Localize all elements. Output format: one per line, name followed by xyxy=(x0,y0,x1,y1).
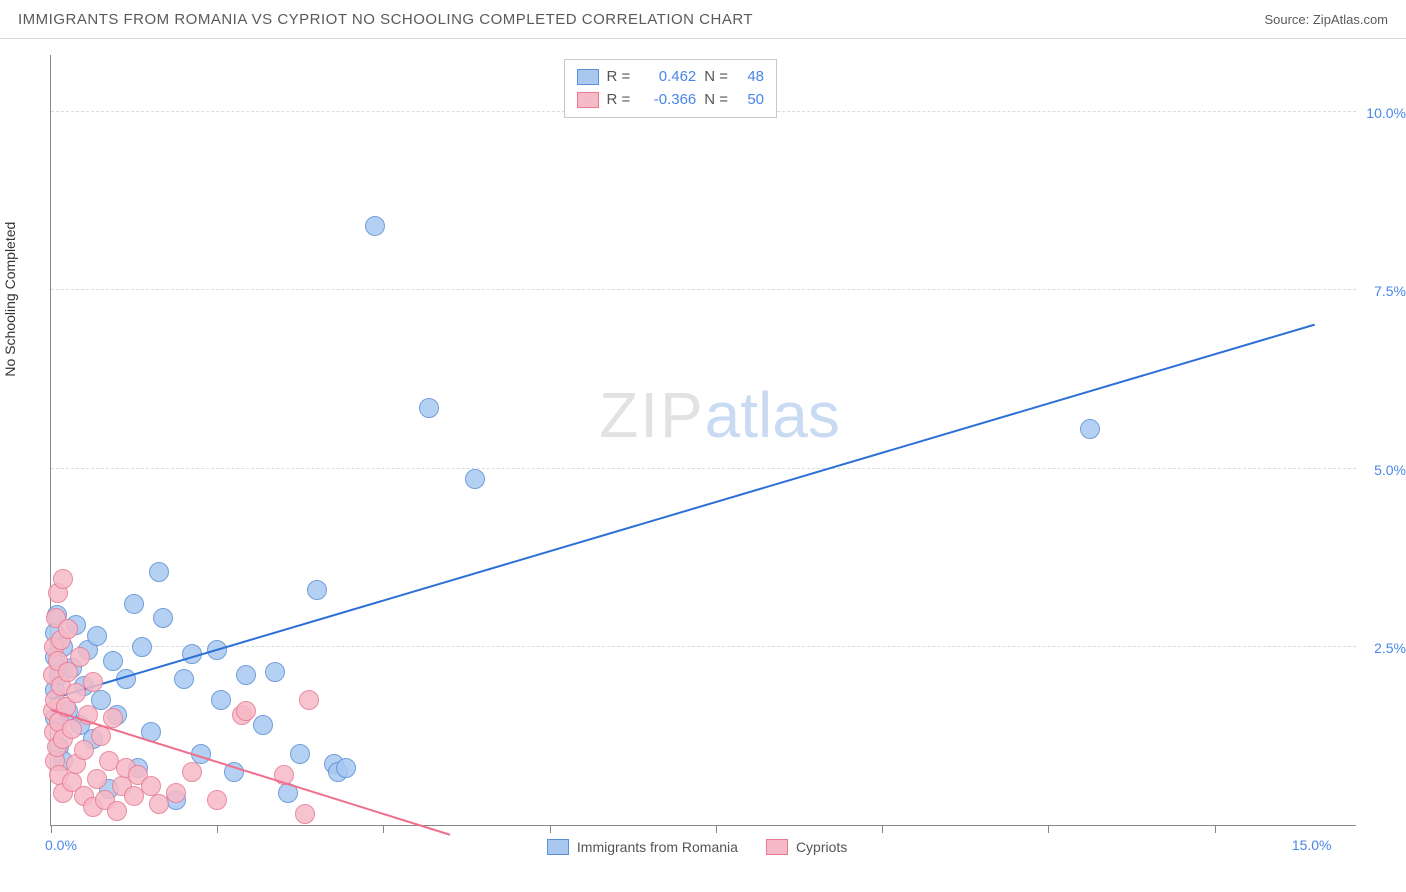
legend-item-romania: Immigrants from Romania xyxy=(547,839,738,855)
source-label: Source: ZipAtlas.com xyxy=(1264,12,1388,27)
data-point-romania xyxy=(174,669,194,689)
y-axis-label: No Schooling Completed xyxy=(2,222,18,377)
n-label: N = xyxy=(704,66,728,89)
x-tick xyxy=(882,825,883,833)
data-point-cypriots xyxy=(207,790,227,810)
stats-row-romania: R = 0.462 N = 48 xyxy=(577,66,765,89)
gridline xyxy=(51,289,1356,290)
n-value-romania: 48 xyxy=(736,66,764,89)
data-point-cypriots xyxy=(53,569,73,589)
data-point-cypriots xyxy=(295,804,315,824)
stats-row-cypriots: R = -0.366 N = 50 xyxy=(577,89,765,112)
y-tick-label: 5.0% xyxy=(1374,462,1406,478)
x-tick xyxy=(550,825,551,833)
data-point-romania xyxy=(211,690,231,710)
data-point-cypriots xyxy=(58,619,78,639)
data-point-romania xyxy=(87,626,107,646)
r-label: R = xyxy=(607,66,631,89)
data-point-cypriots xyxy=(236,701,256,721)
y-tick-label: 2.5% xyxy=(1374,640,1406,656)
data-point-romania xyxy=(1080,419,1100,439)
legend-swatch-cypriots xyxy=(766,839,788,855)
legend-label-cypriots: Cypriots xyxy=(796,839,847,855)
data-point-romania xyxy=(336,758,356,778)
data-point-cypriots xyxy=(107,801,127,821)
gridline xyxy=(51,468,1356,469)
bottom-legend: Immigrants from Romania Cypriots xyxy=(547,839,847,855)
x-tick xyxy=(716,825,717,833)
plot-area: ZIPatlas 2.5%5.0%7.5%10.0%0.0%15.0%R =0.… xyxy=(50,55,1356,826)
y-tick-label: 10.0% xyxy=(1366,105,1406,121)
data-point-romania xyxy=(290,744,310,764)
chart-title: IMMIGRANTS FROM ROMANIA VS CYPRIOT NO SC… xyxy=(18,11,753,28)
watermark-left: ZIP xyxy=(599,379,705,451)
watermark-right: atlas xyxy=(705,379,840,451)
data-point-cypriots xyxy=(83,672,103,692)
chart-container: IMMIGRANTS FROM ROMANIA VS CYPRIOT NO SC… xyxy=(0,0,1406,892)
data-point-cypriots xyxy=(70,647,90,667)
data-point-romania xyxy=(149,562,169,582)
data-point-romania xyxy=(132,637,152,657)
x-tick xyxy=(1215,825,1216,833)
x-tick xyxy=(1048,825,1049,833)
data-point-cypriots xyxy=(62,719,82,739)
x-tick xyxy=(51,825,52,833)
data-point-romania xyxy=(465,469,485,489)
data-point-romania xyxy=(365,216,385,236)
data-point-romania xyxy=(253,715,273,735)
stats-legend-box: R = 0.462 N = 48 R = -0.366 N = 50 xyxy=(564,59,778,118)
watermark: ZIPatlas xyxy=(599,378,840,452)
data-point-cypriots xyxy=(299,690,319,710)
legend-swatch-romania xyxy=(547,839,569,855)
n-label: N = xyxy=(704,89,728,112)
data-point-cypriots xyxy=(74,740,94,760)
data-point-cypriots xyxy=(182,762,202,782)
x-tick xyxy=(217,825,218,833)
data-point-cypriots xyxy=(87,769,107,789)
trend-line-romania xyxy=(51,324,1315,700)
x-tick xyxy=(383,825,384,833)
data-point-romania xyxy=(419,398,439,418)
legend-label-romania: Immigrants from Romania xyxy=(577,839,738,855)
r-label: R = xyxy=(607,89,631,112)
data-point-romania xyxy=(236,665,256,685)
data-point-romania xyxy=(124,594,144,614)
data-point-cypriots xyxy=(103,708,123,728)
x-tick-label: 0.0% xyxy=(45,837,77,853)
data-point-romania xyxy=(153,608,173,628)
data-point-romania xyxy=(103,651,123,671)
data-point-romania xyxy=(307,580,327,600)
data-point-romania xyxy=(265,662,285,682)
swatch-romania xyxy=(577,69,599,85)
legend-item-cypriots: Cypriots xyxy=(766,839,847,855)
y-tick-label: 7.5% xyxy=(1374,283,1406,299)
gridline xyxy=(51,646,1356,647)
swatch-cypriots xyxy=(577,92,599,108)
r-value-romania: 0.462 xyxy=(638,66,696,89)
title-bar: IMMIGRANTS FROM ROMANIA VS CYPRIOT NO SC… xyxy=(0,0,1406,39)
r-value-cypriots: -0.366 xyxy=(638,89,696,112)
n-value-cypriots: 50 xyxy=(736,89,764,112)
data-point-cypriots xyxy=(166,783,186,803)
x-tick-label: 15.0% xyxy=(1292,837,1332,853)
